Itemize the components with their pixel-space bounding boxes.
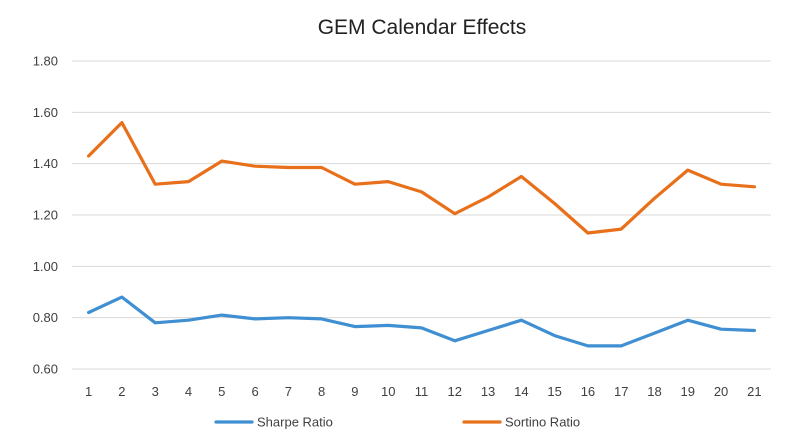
x-tick-label: 12 [448, 384, 462, 399]
x-tick-label: 13 [481, 384, 495, 399]
x-tick-label: 8 [318, 384, 325, 399]
x-tick-label: 4 [185, 384, 192, 399]
x-tick-label: 9 [351, 384, 358, 399]
y-tick-label: 1.20 [33, 208, 58, 223]
x-tick-label: 17 [614, 384, 628, 399]
y-tick-label: 0.80 [33, 310, 58, 325]
x-tick-label: 3 [152, 384, 159, 399]
x-tick-label: 15 [547, 384, 561, 399]
legend: Sharpe Ratio Sortino Ratio [214, 415, 580, 430]
x-tick-label: 11 [415, 384, 429, 399]
x-tick-label: 5 [218, 384, 225, 399]
x-tick-label: 14 [514, 384, 528, 399]
x-tick-label: 21 [747, 384, 761, 399]
x-tick-label: 7 [285, 384, 292, 399]
y-axis-ticks: 0.60 0.80 1.00 1.20 1.40 1.60 1.80 [33, 54, 58, 377]
x-tick-label: 6 [251, 384, 258, 399]
x-tick-label: 16 [581, 384, 595, 399]
legend-label: Sharpe Ratio [257, 415, 333, 430]
y-tick-label: 1.60 [33, 105, 58, 120]
x-axis-ticks: 1 2 3 4 5 6 7 8 9 10 11 12 13 14 15 16 17 18 19 20 21 [85, 384, 762, 399]
series-line-sortino-ratio [86, 120, 757, 235]
y-tick-label: 1.40 [33, 156, 58, 171]
series-line-sharpe-ratio [86, 295, 757, 348]
chart-title: GEM Calendar Effects [318, 16, 527, 39]
legend-label: Sortino Ratio [505, 415, 580, 430]
series-lines [86, 120, 757, 348]
x-tick-label: 10 [381, 384, 395, 399]
x-tick-label: 20 [714, 384, 728, 399]
x-tick-label: 18 [647, 384, 661, 399]
x-tick-label: 19 [681, 384, 695, 399]
x-tick-label: 1 [85, 384, 92, 399]
grid-lines [72, 60, 771, 370]
y-tick-label: 1.00 [33, 259, 58, 274]
y-tick-label: 0.60 [33, 362, 58, 377]
y-tick-label: 1.80 [33, 54, 58, 69]
x-tick-label: 2 [118, 384, 125, 399]
